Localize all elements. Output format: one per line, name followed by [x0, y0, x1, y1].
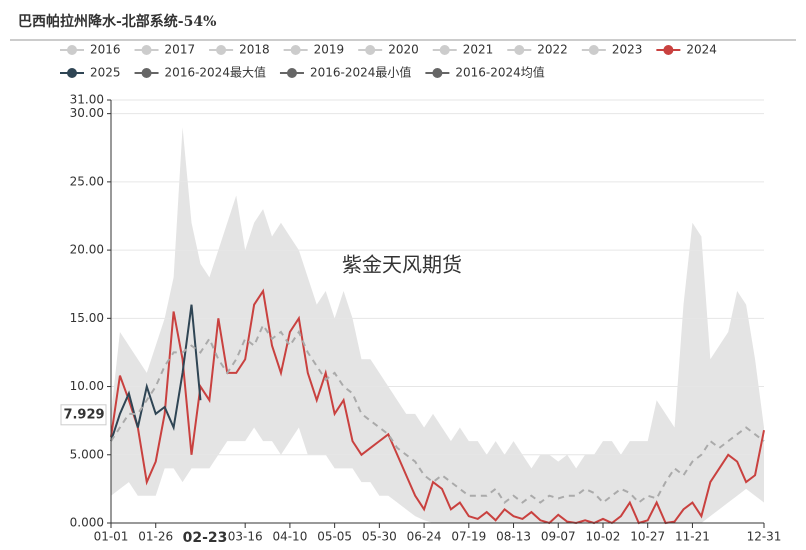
crosshair-y-box: [60, 404, 107, 426]
x-tick-label: 03-16: [228, 530, 263, 544]
x-tick-label: 06-24: [407, 530, 442, 544]
x-tick-label: 07-19: [451, 530, 486, 544]
x-tick-label: 10-02: [586, 530, 621, 544]
series-line: [110, 288, 765, 525]
legend-item[interactable]: 2019: [283, 43, 345, 57]
y-tick-label: 20.00: [70, 243, 104, 257]
x-tick-label: 11-21: [675, 530, 710, 544]
watermark: 紫金天风期货: [342, 253, 462, 277]
legend-item[interactable]: 2023: [581, 43, 643, 57]
legend-item[interactable]: 2024: [656, 43, 717, 57]
x-tick-label: 08-13: [496, 530, 531, 544]
x-tick-label: 09-07: [541, 530, 576, 544]
legend-item[interactable]: 2018: [209, 43, 270, 57]
chart-title: 巴西帕拉州降水-北部系统-54%: [18, 13, 216, 30]
legend-item[interactable]: 2016-2024最大值: [134, 65, 266, 80]
band-area: [111, 127, 764, 524]
y-tick-label: 15.00: [70, 311, 104, 325]
legend-label: 2016: [90, 43, 121, 57]
x-tick-label: 05-30: [362, 530, 397, 544]
legend-icon: [216, 45, 227, 55]
series-line: [110, 323, 765, 504]
legend-label: 2017: [165, 43, 196, 57]
legend-icon: [67, 68, 77, 78]
crosshair-y-label: 7.929: [63, 407, 104, 422]
legend-icon: [141, 45, 152, 55]
legend-label: 2022: [537, 43, 568, 57]
legend-icon: [432, 68, 443, 78]
legend-label: 2021: [463, 43, 494, 57]
legend-label: 2020: [388, 43, 419, 57]
y-tick-label: 10.00: [70, 379, 104, 393]
x-tick-label: 01-26: [138, 530, 173, 544]
legend-item[interactable]: 2022: [507, 43, 568, 57]
legend-icon: [365, 45, 376, 55]
x-tick-label: 10-27: [630, 530, 665, 544]
legend-icon: [663, 45, 674, 55]
legend-label: 2018: [239, 43, 270, 57]
legend-label: 2023: [612, 43, 643, 57]
x-tick-label: 12-31: [747, 530, 782, 544]
legend-icon: [439, 45, 450, 55]
legend-label: 2016-2024均值: [455, 65, 544, 80]
legend-item[interactable]: 2016-2024均值: [425, 65, 545, 80]
legend-icon: [141, 68, 152, 78]
legend-label: 2016-2024最小值: [310, 65, 411, 80]
legend-item[interactable]: 2020: [358, 43, 419, 57]
y-tick-label: 30.00: [70, 106, 104, 120]
legend-icon: [286, 68, 297, 78]
y-tick-label: 0.000: [70, 516, 104, 530]
crosshair-x-box: [182, 526, 228, 548]
legend-item[interactable]: 2017: [134, 43, 196, 57]
legend-icon: [67, 45, 77, 55]
legend-icon: [514, 45, 525, 55]
legend-item[interactable]: 2025: [60, 66, 121, 80]
y-tick-label: 31.00: [70, 93, 104, 107]
y-tick-label: 25.00: [70, 174, 104, 188]
y-tick-label: 5.000: [70, 447, 104, 461]
legend-icon: [588, 45, 599, 55]
legend-icon: [290, 45, 301, 55]
legend-item[interactable]: 2021: [432, 43, 494, 57]
x-tick-label: 04-10: [272, 530, 307, 544]
x-tick-label: 05-05: [317, 530, 352, 544]
legend-item[interactable]: 2016: [60, 43, 121, 57]
legend-label: 2025: [90, 66, 121, 80]
legend-item[interactable]: 2016-2024最小值: [279, 65, 411, 80]
x-tick-label: 01-01: [94, 530, 129, 544]
band-area: [111, 427, 764, 523]
legend-label: 2016-2024最大值: [165, 65, 266, 80]
crosshair-x-label: 02-23: [183, 530, 228, 546]
legend-label: 2024: [686, 43, 717, 57]
legend-label: 2019: [314, 43, 345, 57]
